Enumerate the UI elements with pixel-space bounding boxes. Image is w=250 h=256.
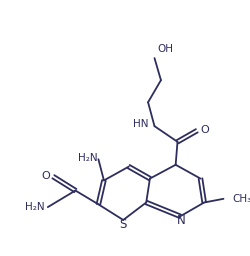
Text: OH: OH <box>157 45 172 55</box>
Text: O: O <box>41 171 50 181</box>
Text: CH₃: CH₃ <box>232 194 250 204</box>
Text: HN: HN <box>133 119 148 129</box>
Text: O: O <box>200 125 208 135</box>
Text: H₂N: H₂N <box>78 153 97 163</box>
Text: H₂N: H₂N <box>25 202 45 212</box>
Text: N: N <box>176 214 185 227</box>
Text: S: S <box>119 218 126 231</box>
